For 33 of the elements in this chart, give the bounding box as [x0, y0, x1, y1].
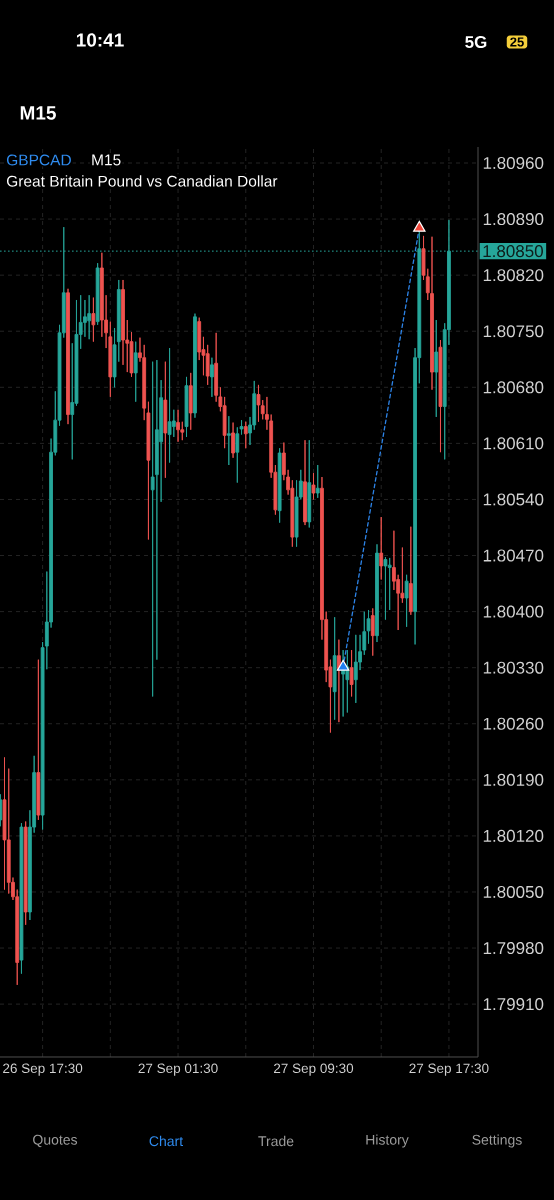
text: Chart — [149, 1135, 183, 1147]
text: M15 — [20, 106, 56, 120]
y-tick-label: 1.80470 — [483, 549, 544, 562]
y-tick-label: 1.79980 — [483, 942, 544, 955]
text: Trade — [258, 1135, 294, 1147]
y-tick-label: 1.80890 — [483, 213, 544, 226]
text: Great Britain Pound vs Canadian Dollar — [6, 175, 278, 187]
text: 5G — [465, 35, 487, 49]
text: History — [366, 1134, 409, 1148]
y-tick-label: 1.79910 — [483, 998, 544, 1011]
y-tick-label: 1.80540 — [483, 493, 544, 506]
ref-line-label: 1.80850 — [483, 245, 543, 258]
x-tick-label: 27 Sep 01:30 — [138, 1063, 218, 1076]
y-tick-label: 1.80680 — [483, 381, 544, 394]
chart-title: GBPCAD — [6, 154, 71, 166]
y-tick-label: 1.80120 — [483, 829, 544, 842]
text: Settings — [472, 1134, 522, 1148]
y-tick-label: 1.80050 — [483, 885, 544, 898]
text: Quotes — [33, 1134, 78, 1148]
annotation: M15 — [92, 154, 121, 166]
y-tick-label: 1.80260 — [483, 717, 544, 730]
x-tick-label: 27 Sep 17:30 — [409, 1063, 489, 1076]
y-tick-label: 1.80820 — [483, 269, 544, 282]
x-tick-label: 27 Sep 09:30 — [274, 1063, 354, 1076]
y-tick-label: 1.80610 — [483, 437, 544, 450]
text: 10:41 — [76, 33, 124, 47]
y-tick-label: 1.80750 — [483, 325, 544, 338]
y-tick-label: 1.80190 — [483, 773, 544, 786]
text: 25 — [510, 37, 524, 47]
y-tick-label: 1.80400 — [483, 605, 544, 618]
y-tick-label: 1.80330 — [483, 661, 544, 674]
y-tick-label: 1.80960 — [483, 156, 544, 170]
x-tick-label: 26 Sep 17:30 — [3, 1063, 83, 1076]
